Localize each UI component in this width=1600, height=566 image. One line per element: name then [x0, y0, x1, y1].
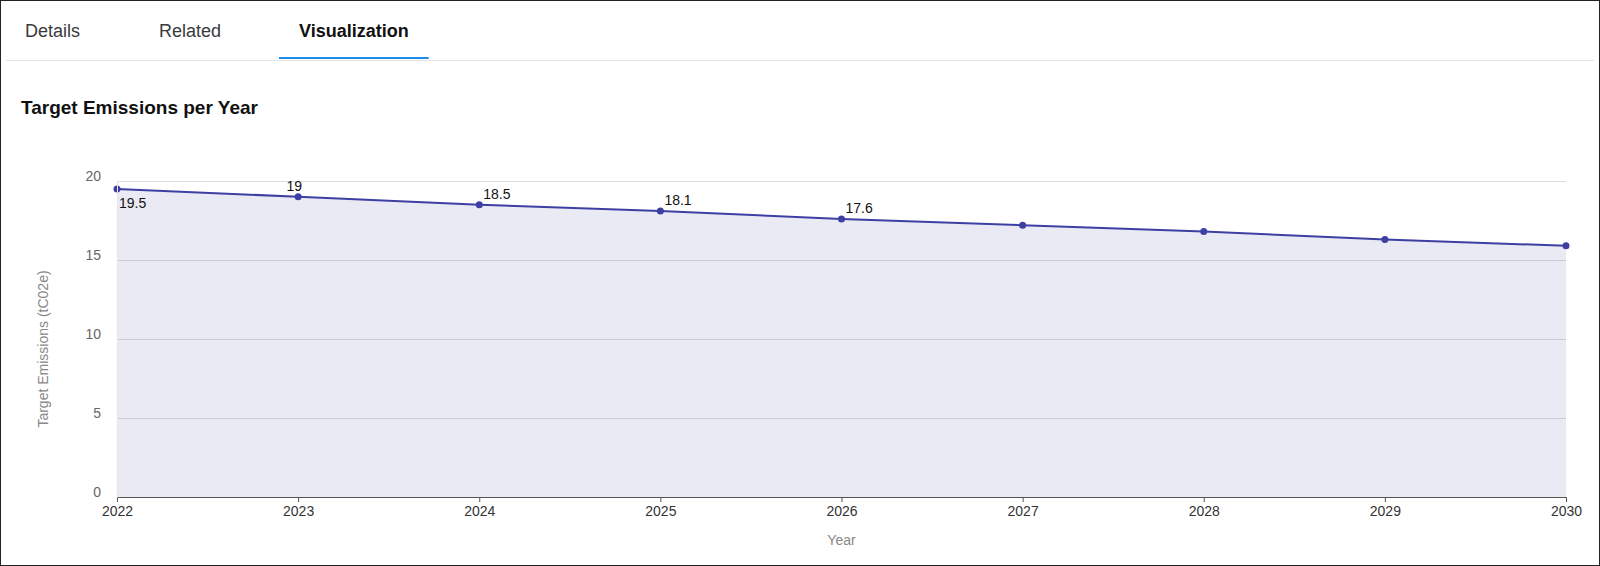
x-tick: 2029 [1370, 497, 1401, 519]
x-tick: 2025 [645, 497, 676, 519]
data-label: 19.5 [119, 195, 146, 211]
active-tab-underline [279, 57, 429, 59]
tab-label[interactable]: Related [159, 21, 221, 41]
x-tick-mark [660, 497, 661, 502]
x-tick-mark [1023, 497, 1024, 502]
x-tick: 2024 [464, 497, 495, 519]
x-tick-mark [1204, 497, 1205, 502]
x-tick: 2028 [1189, 497, 1220, 519]
data-labels: 19.5 19 18.5 18.1 17.6 [119, 178, 873, 216]
x-tick-mark [117, 497, 118, 502]
y-tick-label: 0 [93, 484, 101, 500]
y-axis: 0 5 10 15 20 [85, 168, 117, 500]
y-tick: 20 [85, 168, 117, 184]
y-axis-line [117, 182, 118, 498]
x-tick-mark [1566, 497, 1567, 502]
x-tick-mark [479, 497, 480, 502]
x-tick: 2027 [1008, 497, 1039, 519]
x-axis-line [118, 498, 1567, 503]
x-tick-label: 2030 [1551, 503, 1582, 519]
x-tick-label: 2028 [1189, 503, 1220, 519]
point[interactable] [1563, 242, 1570, 249]
y-tick: 10 [85, 326, 117, 342]
y-tick-label: 15 [85, 247, 101, 263]
chart-title: Target Emissions per Year [21, 97, 259, 118]
x-tick: 2026 [826, 497, 857, 519]
x-tick-label: 2029 [1370, 503, 1401, 519]
point[interactable] [657, 208, 664, 215]
x-tick-label: 2022 [102, 503, 133, 519]
y-tick-label: 10 [85, 326, 101, 342]
point[interactable] [476, 201, 483, 208]
y-tick-label: 20 [85, 168, 101, 184]
x-axis-title: Year [827, 532, 856, 548]
data-label: 17.6 [846, 200, 873, 216]
x-tick-label: 2025 [645, 503, 676, 519]
x-tick-mark [842, 497, 843, 502]
tab-label[interactable]: Visualization [299, 21, 409, 41]
x-tick-label: 2023 [283, 503, 314, 519]
y-tick: 5 [93, 405, 117, 421]
x-tick: 2022 [102, 497, 133, 519]
tabs: Details Related Visualization [25, 21, 429, 59]
y-tick: 15 [85, 247, 117, 263]
line [117, 189, 1566, 246]
x-tick-mark [298, 497, 299, 502]
x-tick-label: 2026 [826, 503, 857, 519]
grid [117, 182, 1566, 498]
data-label: 18.1 [664, 192, 691, 208]
tab-label[interactable]: Details [25, 21, 80, 41]
y-tick-label: 5 [93, 405, 101, 421]
grid-line [117, 181, 1566, 182]
x-tick-label: 2027 [1008, 503, 1039, 519]
page: Details Related Visualization Target Emissi… [0, 0, 1600, 566]
point[interactable] [838, 215, 845, 222]
y-axis-title: Target Emissions (tC02e) [35, 270, 51, 427]
y-tick: 0 [93, 484, 117, 500]
area-fill [117, 189, 1566, 497]
x-tick-label: 2024 [464, 503, 495, 519]
point[interactable] [1200, 228, 1207, 235]
point[interactable] [1381, 236, 1388, 243]
plot-area [114, 185, 1570, 497]
point[interactable] [1019, 222, 1026, 229]
x-tick: 2030 [1551, 497, 1582, 519]
x-axis: 2022 2023 2024 2025 2026 2027 2028 2029 2030 [102, 497, 1582, 519]
data-label: 18.5 [483, 186, 510, 202]
tab-separator [6, 60, 1594, 61]
x-tick-mark [1385, 497, 1386, 502]
data-label: 19 [287, 178, 303, 194]
point[interactable] [295, 193, 302, 200]
x-tick: 2023 [283, 497, 314, 519]
